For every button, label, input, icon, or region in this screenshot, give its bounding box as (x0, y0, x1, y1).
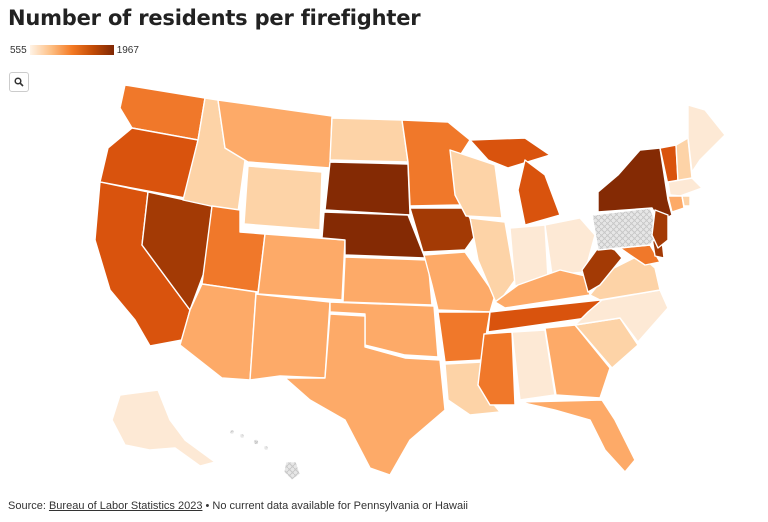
state-georgia[interactable] (544, 324, 611, 399)
state-maine[interactable] (687, 104, 726, 173)
state-rhode-island[interactable] (681, 195, 691, 207)
state-mississippi[interactable] (477, 331, 516, 406)
state-new-mexico[interactable] (249, 293, 331, 381)
source-link[interactable]: Bureau of Labor Statistics 2023 (48, 500, 203, 512)
color-legend: 555 1967 (10, 44, 139, 56)
state-michigan-upper[interactable] (469, 137, 551, 169)
state-kansas[interactable] (342, 256, 433, 306)
state-alaska[interactable] (111, 389, 216, 467)
state-hawaii[interactable] (229, 429, 301, 481)
source-note: Source: Bureau of Labor Statistics 2023 … (8, 500, 468, 512)
state-massachusetts[interactable] (667, 177, 703, 197)
state-montana[interactable] (217, 99, 333, 169)
state-north-carolina[interactable] (574, 289, 669, 343)
state-texas[interactable] (284, 313, 446, 476)
legend-min-label: 555 (10, 44, 27, 56)
source-note-text: • No current data available for Pennsylv… (202, 500, 469, 512)
zoom-button[interactable] (9, 72, 29, 92)
state-connecticut[interactable] (667, 195, 685, 213)
chart-title: Number of residents per firefighter (8, 6, 421, 30)
state-south-dakota[interactable] (324, 161, 411, 216)
state-ohio[interactable] (544, 217, 596, 276)
state-oklahoma[interactable] (329, 301, 439, 358)
state-illinois[interactable] (469, 217, 516, 306)
source-prefix: Source: (8, 500, 49, 512)
state-new-york[interactable] (597, 147, 673, 223)
state-michigan[interactable] (517, 159, 561, 226)
state-alabama[interactable] (511, 329, 556, 401)
state-new-jersey[interactable] (651, 209, 669, 249)
state-arizona[interactable] (179, 283, 257, 381)
legend-gradient-bar (29, 45, 114, 55)
state-florida[interactable] (519, 399, 636, 473)
state-nebraska[interactable] (321, 211, 426, 259)
state-wisconsin[interactable] (449, 149, 503, 219)
state-iowa[interactable] (409, 207, 479, 253)
state-north-dakota[interactable] (329, 117, 409, 163)
magnifier-icon (14, 77, 24, 87)
state-pennsylvania[interactable] (591, 207, 661, 251)
state-colorado[interactable] (257, 233, 346, 301)
state-wyoming[interactable] (243, 165, 323, 231)
legend-max-label: 1967 (116, 44, 139, 56)
state-oregon[interactable] (99, 127, 199, 199)
